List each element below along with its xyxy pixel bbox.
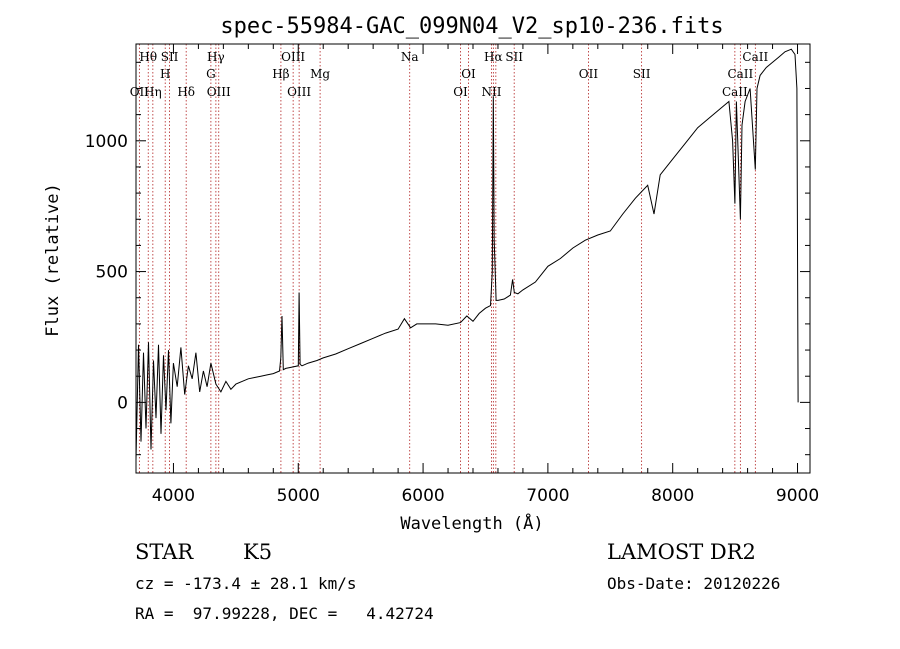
- line-label: CaII: [727, 67, 753, 81]
- line-label: SII: [505, 50, 523, 64]
- x-tick-label: 7000: [526, 486, 569, 506]
- line-label: SII: [633, 67, 651, 81]
- line-label: NII: [481, 85, 501, 99]
- y-tick-label: 1000: [85, 132, 128, 152]
- object-subclass: K5: [243, 540, 273, 564]
- line-label: SII: [161, 50, 179, 64]
- y-tick-label: 0: [117, 393, 128, 413]
- x-tick-label: 6000: [401, 486, 444, 506]
- x-tick-label: 8000: [651, 486, 694, 506]
- line-label: OIII: [281, 50, 305, 64]
- line-label: Hη: [144, 85, 162, 99]
- line-label: OIII: [207, 85, 231, 99]
- x-tick-label: 4000: [152, 486, 195, 506]
- line-label: H: [160, 67, 170, 81]
- line-label: Hβ: [272, 67, 289, 81]
- line-markers: [138, 44, 756, 473]
- object-class: STAR: [135, 540, 194, 564]
- line-label: OI: [461, 67, 476, 81]
- y-axis-label: Flux (relative): [43, 183, 63, 337]
- x-tick-label: 5000: [277, 486, 320, 506]
- plot-frame: [135, 43, 811, 474]
- chart-title: spec-55984-GAC_099N04_V2_sp10-236.fits: [220, 14, 723, 39]
- line-labels: OII Hθ Hη H SII Hδ G Hγ OIII Hβ OIII OIII Mg Na OI OI NI…: [130, 50, 769, 99]
- line-label: Hγ: [207, 50, 225, 64]
- x-axis-label: Wavelength (Å): [400, 512, 543, 534]
- line-label: Hα: [484, 50, 503, 64]
- line-label: OI: [453, 85, 468, 99]
- survey-name: LAMOST DR2: [607, 540, 756, 564]
- line-label: OIII: [287, 85, 311, 99]
- line-label: Hθ: [139, 50, 157, 64]
- line-label: CaII: [742, 50, 768, 64]
- redshift-text: cz = -173.4 ± 28.1 km/s: [135, 574, 357, 593]
- line-label: G: [206, 67, 216, 81]
- line-label: OII: [579, 67, 599, 81]
- axis-ticks: 4000 5000 6000 7000 8000 9000 0 500 1000: [85, 44, 819, 506]
- obs-date: Obs-Date: 20120226: [607, 574, 781, 593]
- line-label: Hδ: [177, 85, 195, 99]
- line-label: Na: [401, 50, 419, 64]
- line-label: CaII: [722, 85, 748, 99]
- y-tick-label: 500: [96, 263, 128, 283]
- ra-dec: RA = 97.99228, DEC = 4.42724: [135, 604, 434, 623]
- spectrum-line: [135, 48, 799, 460]
- x-tick-label: 9000: [776, 486, 819, 506]
- line-label: Mg: [310, 67, 330, 81]
- line-label: OII: [130, 85, 150, 99]
